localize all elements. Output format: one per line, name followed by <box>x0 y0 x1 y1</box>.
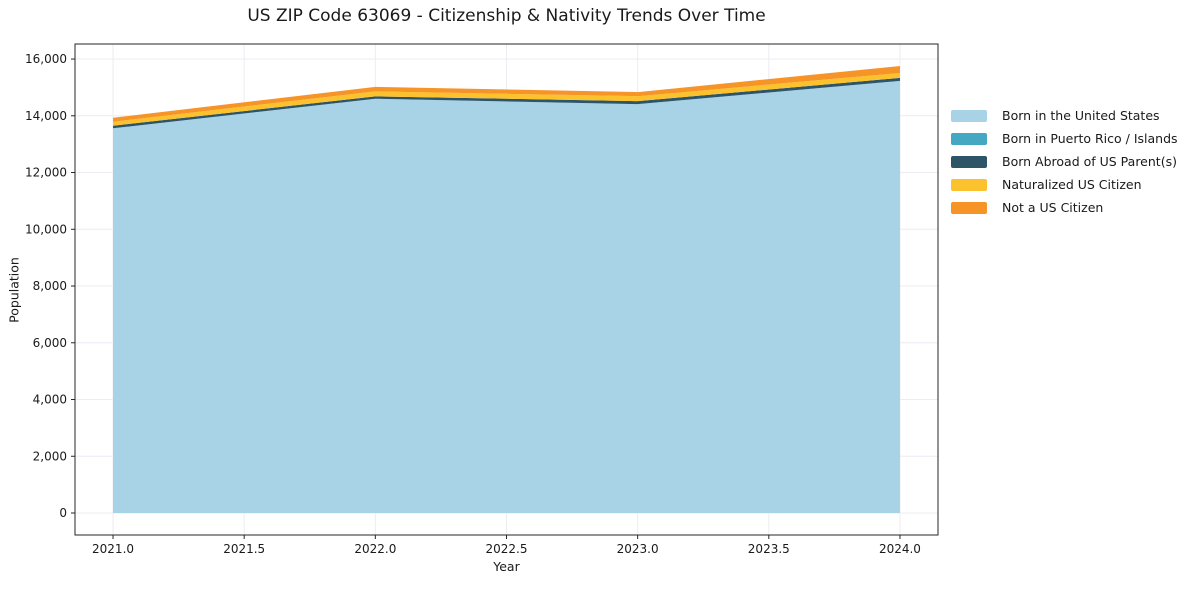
x-tick-label: 2022.0 <box>354 542 396 556</box>
legend-swatch <box>951 155 987 168</box>
x-tick-label: 2023.5 <box>748 542 790 556</box>
y-tick-label: 0 <box>59 506 67 520</box>
legend-swatch <box>951 109 987 122</box>
legend-label: Naturalized US Citizen <box>1002 177 1142 192</box>
y-tick-label: 4,000 <box>33 393 67 407</box>
x-tick-label: 2023.0 <box>617 542 659 556</box>
x-tick-label: 2024.0 <box>879 542 921 556</box>
legend-label: Born Abroad of US Parent(s) <box>1002 154 1177 169</box>
legend-item: Naturalized US Citizen <box>951 173 1178 196</box>
y-tick-label: 12,000 <box>25 166 67 180</box>
legend-label: Born in the United States <box>1002 108 1160 123</box>
x-axis-label: Year <box>493 559 520 574</box>
x-tick-label: 2021.5 <box>223 542 265 556</box>
area-born-in-the-united-states <box>113 80 900 514</box>
x-tick-label: 2021.0 <box>92 542 134 556</box>
y-tick-label: 10,000 <box>25 222 67 236</box>
x-tick-label: 2022.5 <box>486 542 528 556</box>
y-tick-label: 14,000 <box>25 109 67 123</box>
y-tick-label: 16,000 <box>25 52 67 66</box>
legend-swatch <box>951 132 987 145</box>
y-tick-label: 8,000 <box>33 279 67 293</box>
chart-title: US ZIP Code 63069 - Citizenship & Nativi… <box>247 6 766 26</box>
y-tick-label: 2,000 <box>33 449 67 463</box>
y-tick-label: 6,000 <box>33 336 67 350</box>
legend-swatch <box>951 201 987 214</box>
legend-item: Born Abroad of US Parent(s) <box>951 150 1178 173</box>
y-axis-label: Population <box>6 257 22 323</box>
legend-item: Born in the United States <box>951 104 1178 127</box>
legend-item: Born in Puerto Rico / Islands <box>951 127 1178 150</box>
legend-label: Not a US Citizen <box>1002 200 1104 215</box>
legend: Born in the United States Born in Puerto … <box>951 104 1178 219</box>
legend-swatch <box>951 178 987 191</box>
legend-label: Born in Puerto Rico / Islands <box>1002 131 1178 146</box>
legend-item: Not a US Citizen <box>951 196 1178 219</box>
